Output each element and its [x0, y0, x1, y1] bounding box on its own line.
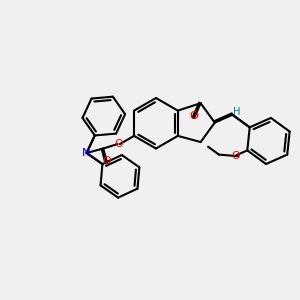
Text: O: O — [190, 111, 199, 121]
Text: N: N — [82, 148, 91, 158]
Text: O: O — [114, 139, 123, 149]
Text: O: O — [102, 156, 110, 166]
Text: O: O — [231, 151, 240, 161]
Text: H: H — [232, 107, 240, 117]
